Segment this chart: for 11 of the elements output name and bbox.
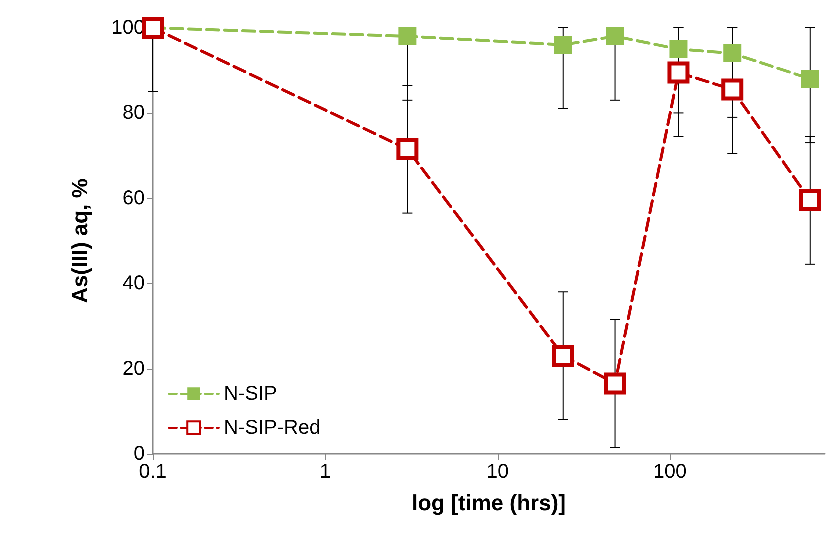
legend-label: N-SIP-Red [224,417,321,439]
y-tick-label: 20 [122,358,145,380]
y-tick-label: 60 [122,187,145,210]
y-tick-label: 40 [122,272,145,295]
y-tick-label: 80 [122,102,145,124]
legend-label: N-SIP [224,383,278,405]
x-tick-label: 1 [320,461,331,483]
x-tick-label: 100 [654,461,687,483]
x-axis-title: log [time (hrs)] [412,490,566,516]
y-axis-title: As(III) aq, % [68,178,92,304]
x-tick-label: 10 [486,461,509,483]
